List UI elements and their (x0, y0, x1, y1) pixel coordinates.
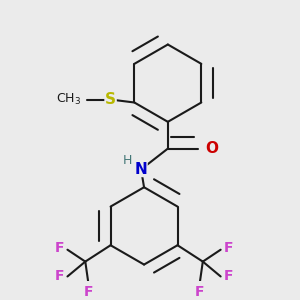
Text: H: H (123, 154, 132, 167)
Text: O: O (205, 141, 218, 156)
Text: F: F (224, 241, 233, 255)
Text: F: F (55, 269, 64, 284)
Text: F: F (83, 285, 93, 299)
Text: F: F (195, 285, 205, 299)
Text: F: F (224, 269, 233, 284)
Text: CH$_3$: CH$_3$ (56, 92, 81, 107)
Text: F: F (55, 241, 64, 255)
Text: N: N (135, 162, 148, 177)
Text: S: S (105, 92, 116, 107)
